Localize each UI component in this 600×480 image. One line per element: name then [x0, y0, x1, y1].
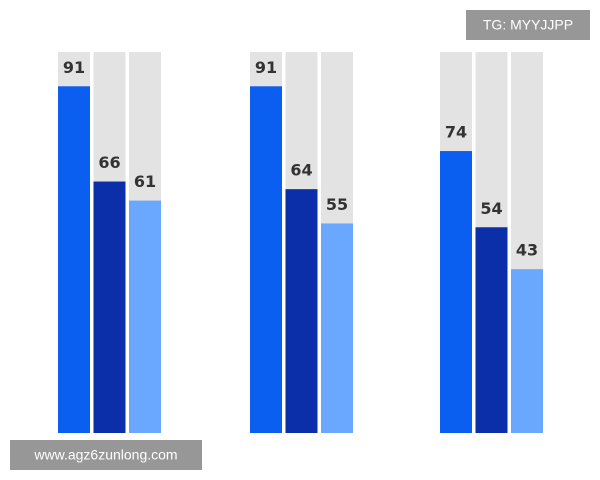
bar	[129, 200, 161, 433]
bar	[250, 86, 282, 433]
watermark-box	[10, 440, 202, 470]
bar	[511, 269, 543, 433]
value-label: 91	[255, 58, 277, 77]
value-label: 74	[445, 123, 467, 142]
bar	[58, 86, 90, 433]
value-label: 55	[326, 195, 348, 214]
bar	[93, 181, 126, 433]
value-label: 66	[98, 153, 120, 172]
watermark-box	[466, 10, 590, 40]
watermark: www.agz6zunlong.com	[33, 447, 177, 463]
bar	[285, 189, 318, 433]
plot-area: 91 66 61 91 64 55 74 54 43	[58, 52, 543, 433]
value-label: 91	[63, 58, 85, 77]
bar	[321, 223, 353, 433]
bar	[475, 227, 508, 433]
bar	[440, 151, 472, 433]
watermark: TG: MYYJJPP	[483, 17, 573, 33]
value-label: 43	[516, 241, 538, 260]
value-label: 61	[134, 172, 156, 191]
value-label: 54	[480, 199, 502, 218]
value-label: 64	[290, 161, 312, 180]
